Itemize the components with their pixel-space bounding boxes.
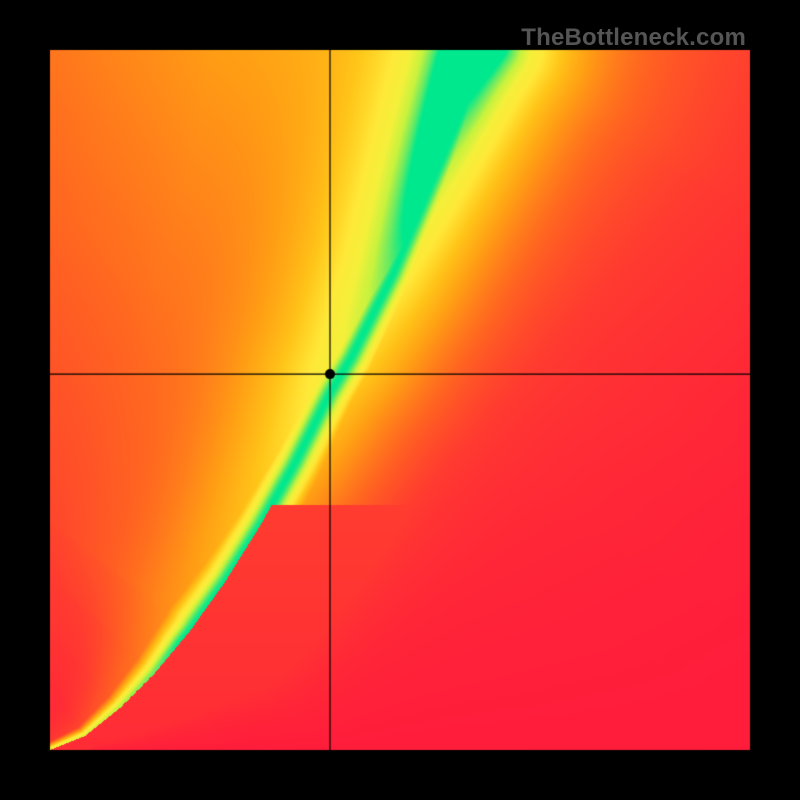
watermark-text: TheBottleneck.com (521, 24, 746, 52)
chart-container: TheBottleneck.com (0, 0, 800, 800)
heatmap-canvas (0, 0, 800, 800)
